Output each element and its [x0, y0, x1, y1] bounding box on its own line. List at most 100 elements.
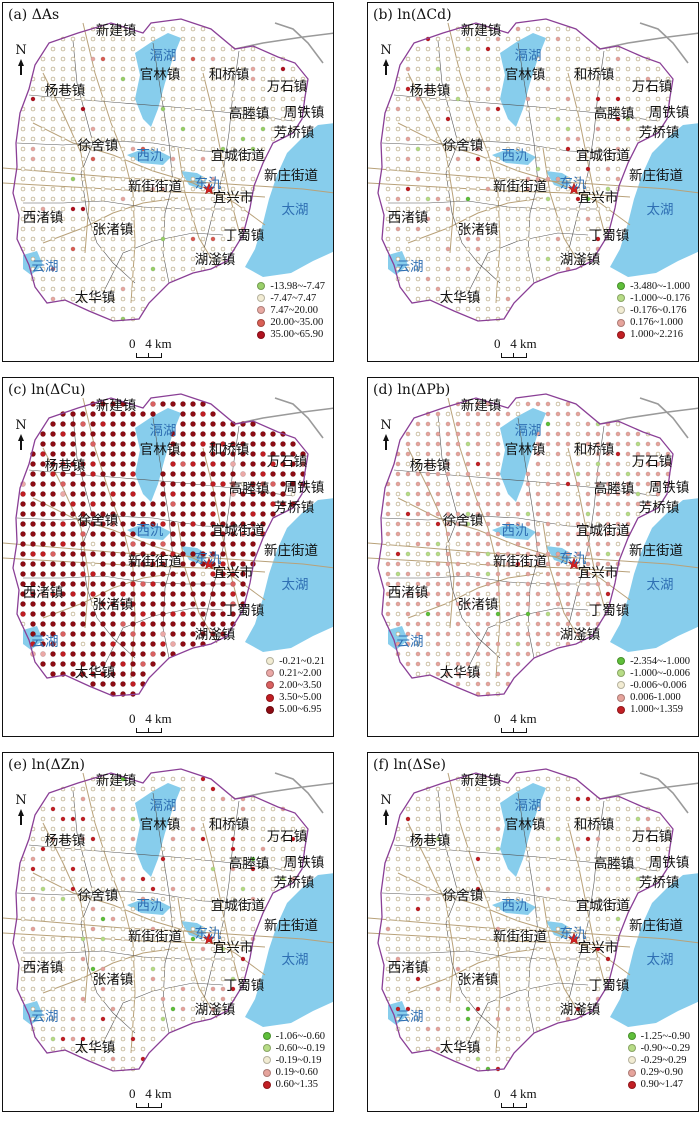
sample-point: [50, 481, 56, 487]
sample-point: [545, 236, 551, 242]
sample-point: [60, 986, 66, 992]
sample-point: [545, 601, 551, 607]
sample-point: [545, 631, 551, 637]
sample-point: [100, 896, 106, 902]
sample-point: [475, 796, 481, 802]
sample-point: [445, 906, 451, 912]
sample-point: [435, 866, 441, 872]
sample-point: [435, 886, 441, 892]
sample-point: [50, 471, 56, 477]
sample-point: [130, 36, 136, 42]
sample-point: [425, 1016, 431, 1022]
sample-point: [565, 836, 571, 842]
sample-point: [130, 216, 136, 222]
sample-point: [615, 136, 621, 142]
sample-point: [200, 66, 206, 72]
sample-point: [70, 786, 76, 792]
sample-point: [260, 76, 266, 82]
sample-point: [70, 216, 76, 222]
sample-point: [505, 541, 511, 547]
sample-point: [555, 541, 561, 547]
sample-point: [100, 611, 106, 617]
sample-point: [80, 1036, 86, 1042]
sample-point: [40, 806, 46, 812]
sample-point: [585, 896, 591, 902]
sample-point: [575, 531, 581, 537]
sample-point: [485, 681, 491, 687]
sample-point: [545, 591, 551, 597]
scale-bar: 0 4 km: [129, 336, 199, 360]
sample-point: [140, 296, 146, 302]
sample-point: [535, 186, 541, 192]
sample-point: [655, 836, 661, 842]
sample-point: [425, 1006, 431, 1012]
sample-point: [625, 136, 631, 142]
sample-point: [150, 236, 156, 242]
sample-point: [160, 846, 166, 852]
sample-point: [90, 451, 96, 457]
sample-point: [160, 136, 166, 142]
sample-point: [575, 246, 581, 252]
sample-point: [170, 521, 176, 527]
sample-point: [120, 856, 126, 862]
sample-point: [555, 501, 561, 507]
sample-point: [100, 986, 106, 992]
sample-point: [615, 511, 621, 517]
sample-point: [100, 46, 106, 52]
road-line: [42, 447, 90, 629]
sample-point: [60, 246, 66, 252]
sample-point: [160, 651, 166, 657]
sample-point: [505, 411, 511, 417]
sample-point: [140, 1006, 146, 1012]
sample-point: [425, 226, 431, 232]
sample-point: [190, 786, 196, 792]
sample-point: [565, 156, 571, 162]
sample-point: [210, 86, 216, 92]
sample-point: [645, 461, 651, 467]
sample-point: [655, 451, 661, 457]
sample-point: [435, 1026, 441, 1032]
sample-point: [40, 986, 46, 992]
sample-point: [220, 986, 226, 992]
sample-point: [485, 176, 491, 182]
sample-point: [525, 256, 531, 262]
sample-point: [200, 966, 206, 972]
sample-point: [395, 136, 401, 142]
sample-point: [595, 986, 601, 992]
town-boundary: [437, 415, 501, 659]
sample-point: [495, 966, 501, 972]
sample-point: [130, 286, 136, 292]
sample-point: [190, 96, 196, 102]
sample-point: [385, 166, 391, 172]
sample-point: [150, 621, 156, 627]
sample-point: [130, 481, 136, 487]
sample-point: [525, 611, 531, 617]
sample-point: [20, 601, 26, 607]
sample-point: [120, 611, 126, 617]
sample-point: [455, 916, 461, 922]
sample-point: [110, 531, 116, 537]
sample-point: [240, 551, 246, 557]
sample-point: [545, 571, 551, 577]
sample-point: [190, 796, 196, 802]
sample-point: [475, 481, 481, 487]
sample-point: [475, 206, 481, 212]
sample-point: [455, 786, 461, 792]
sample-point: [230, 876, 236, 882]
sample-point: [50, 836, 56, 842]
sample-point: [60, 76, 66, 82]
sample-point: [40, 631, 46, 637]
sample-point: [495, 846, 501, 852]
sample-point: [605, 56, 611, 62]
sample-point: [170, 571, 176, 577]
sample-point: [565, 106, 571, 112]
sample-point: [555, 561, 561, 567]
sample-point: [385, 126, 391, 132]
sample-point: [625, 146, 631, 152]
sample-point: [485, 286, 491, 292]
sample-point: [140, 521, 146, 527]
sample-point: [565, 786, 571, 792]
sample-point: [290, 481, 296, 487]
sample-point: [40, 66, 46, 72]
sample-point: [190, 936, 196, 942]
